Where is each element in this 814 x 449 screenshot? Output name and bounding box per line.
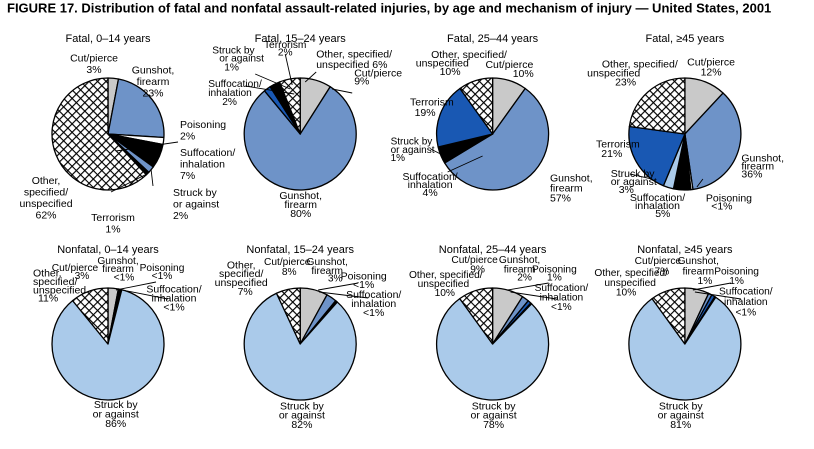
svg-text:19%: 19% [415,107,436,119]
svg-text:10%: 10% [513,68,534,80]
svg-text:5%: 5% [655,208,670,220]
svg-text:Struck by: Struck by [173,187,218,199]
svg-text:9%: 9% [470,265,485,276]
svg-text:12%: 12% [701,67,722,79]
svg-text:<1%: <1% [551,302,572,313]
svg-text:80%: 80% [290,208,311,220]
svg-text:Suffocation/: Suffocation/ [180,147,235,159]
svg-text:Nonfatal, 15–24 years: Nonfatal, 15–24 years [246,244,354,256]
svg-text:2%: 2% [278,48,293,59]
svg-text:Nonfatal, ≥45 years: Nonfatal, ≥45 years [637,244,733,256]
svg-text:8%: 8% [282,267,297,278]
svg-text:36%: 36% [741,169,762,181]
svg-text:<1%: <1% [711,201,732,213]
svg-text:11%: 11% [38,293,58,305]
svg-text:7%: 7% [180,170,195,182]
svg-text:2%: 2% [173,210,188,222]
svg-text:1%: 1% [729,276,744,287]
svg-text:82%: 82% [291,419,312,431]
svg-text:Poisoning: Poisoning [180,119,226,131]
svg-text:Fatal, 25–44 years: Fatal, 25–44 years [447,33,539,45]
svg-text:10%: 10% [435,288,455,299]
svg-text:2%: 2% [517,273,532,284]
svg-text:2%: 2% [222,97,237,108]
svg-text:1%: 1% [105,224,120,236]
svg-text:2%: 2% [180,131,195,143]
svg-text:7%: 7% [238,286,253,298]
svg-text:specified/: specified/ [24,187,68,199]
svg-text:1%: 1% [224,63,239,74]
svg-text:Cut/pierce: Cut/pierce [635,256,682,267]
svg-text:unspecified: unspecified [19,198,72,210]
svg-text:1%: 1% [391,153,406,164]
svg-text:3%: 3% [75,271,90,282]
svg-text:<1%: <1% [363,307,384,319]
svg-text:Suffocation/: Suffocation/ [719,286,773,297]
svg-text:FIGURE 17. Distribution of fat: FIGURE 17. Distribution of fatal and non… [7,1,771,16]
svg-text:23%: 23% [142,88,163,100]
svg-text:inhalation: inhalation [180,159,225,171]
svg-text:10%: 10% [616,287,636,298]
svg-text:<1%: <1% [152,271,173,282]
svg-text:Nonfatal, 0–14 years: Nonfatal, 0–14 years [57,244,159,256]
svg-text:57%: 57% [550,192,571,204]
svg-text:Nonfatal, 25–44 years: Nonfatal, 25–44 years [439,244,547,256]
svg-text:Cut/pierce: Cut/pierce [70,53,118,65]
svg-text:1%: 1% [547,273,562,284]
svg-text:21%: 21% [601,148,622,160]
svg-text:23%: 23% [615,76,636,88]
svg-text:81%: 81% [670,419,691,431]
svg-text:firearm: firearm [137,76,170,88]
svg-text:4%: 4% [423,187,438,199]
svg-text:10%: 10% [440,66,461,78]
svg-text:Gunshot,: Gunshot, [132,65,175,77]
svg-text:1%: 1% [698,276,713,287]
svg-text:<1%: <1% [114,272,135,283]
svg-text:62%: 62% [35,210,56,222]
svg-text:78%: 78% [483,419,504,431]
svg-text:<1%: <1% [735,308,756,319]
svg-text:9%: 9% [354,76,369,88]
svg-text:Other,: Other, [32,175,61,187]
svg-text:7%: 7% [655,267,670,278]
svg-text:Terrorism: Terrorism [91,212,135,224]
svg-text:Gunshot,: Gunshot, [678,256,719,267]
svg-text:<1%: <1% [163,301,184,313]
svg-text:86%: 86% [105,418,126,430]
svg-text:3%: 3% [86,64,101,76]
svg-text:or against: or against [173,199,219,211]
svg-text:inhalation: inhalation [724,297,768,308]
svg-text:Fatal, 0–14 years: Fatal, 0–14 years [66,33,151,45]
svg-text:Fatal, ≥45 years: Fatal, ≥45 years [646,33,725,45]
